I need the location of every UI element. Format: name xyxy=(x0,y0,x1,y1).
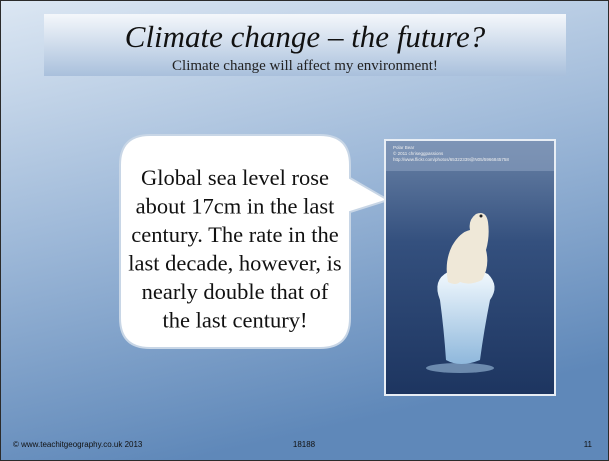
bubble-line: last decade, however, is xyxy=(128,251,341,276)
footer-center: 18188 xyxy=(293,440,316,449)
bubble-line: about 17cm in the last xyxy=(136,194,335,219)
photo-credit: Polar Bear© 2011 chriseggpassionshttp://… xyxy=(393,145,509,162)
bubble-line: century. The rate in the xyxy=(131,222,338,247)
bubble-line: nearly double that of xyxy=(142,279,329,304)
photo-sky xyxy=(386,141,554,171)
footer-right: 11 xyxy=(584,440,593,449)
credit-line: Polar Bear xyxy=(393,145,415,150)
bubble-line: Global sea level rose xyxy=(141,165,329,190)
footer-left: © www.teachitgeography.co.uk 2013 xyxy=(13,440,143,449)
ice-reflection xyxy=(426,363,494,373)
bubble-line: the last century! xyxy=(163,308,308,333)
credit-line: © 2011 chriseggpassions xyxy=(393,150,444,156)
title-band xyxy=(44,14,566,76)
credit-line: http://www.flickr.com/photos/65322339@N0… xyxy=(393,157,509,162)
speech-bubble xyxy=(119,134,391,349)
title: Climate change – the future? xyxy=(125,19,486,54)
polar-bear xyxy=(446,213,489,284)
photo: Polar Bear© 2011 chriseggpassionshttp://… xyxy=(384,139,556,396)
bear-eye xyxy=(479,214,483,218)
ice-floe xyxy=(437,268,495,364)
bubble-text: Global sea level rose about 17cm in the l… xyxy=(128,165,341,333)
subtitle: Climate change will affect my environmen… xyxy=(172,58,438,74)
